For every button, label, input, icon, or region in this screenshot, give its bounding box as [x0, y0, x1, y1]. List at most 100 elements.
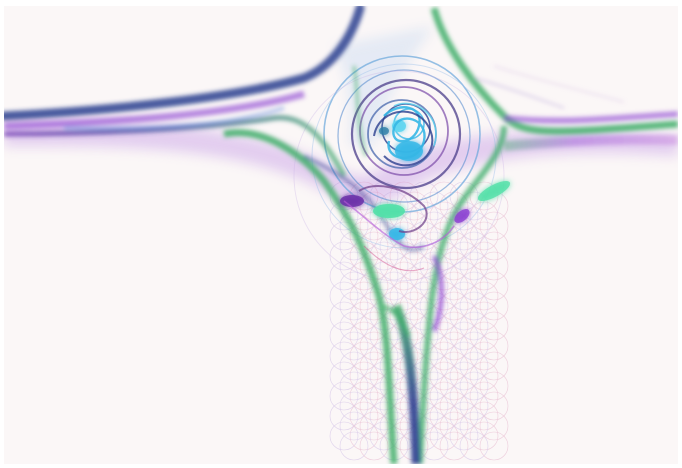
hatch-loop	[339, 431, 369, 461]
hatch-loop	[449, 261, 479, 291]
hatch-loop	[329, 341, 359, 371]
hatch-loop	[379, 271, 409, 301]
hatch-loop	[379, 251, 409, 281]
left-arm	[4, 6, 365, 178]
hatch-loop	[479, 271, 509, 301]
hatch-loop	[429, 181, 459, 211]
hatch-loop	[469, 221, 499, 251]
hatch-loop	[399, 271, 429, 301]
hatch-loop	[399, 211, 429, 241]
hatch-loop	[389, 281, 419, 311]
hatch-loop	[469, 281, 499, 311]
hatch-loop	[329, 381, 359, 411]
hatch-loop	[329, 361, 359, 391]
hatch-loop	[429, 341, 459, 371]
hatch-loop	[329, 281, 359, 311]
hatch-loop	[329, 301, 359, 331]
hatch-loop	[449, 341, 479, 371]
hatch-loop	[429, 401, 459, 431]
hatch-loop	[479, 431, 509, 461]
hatch-loop	[439, 411, 469, 441]
hatch-loop	[409, 201, 439, 231]
hatch-loop	[339, 311, 369, 341]
hatch-loop	[349, 301, 379, 331]
hatch-loop	[449, 381, 479, 411]
hatch-loop	[409, 281, 439, 311]
hatch-loop	[339, 411, 369, 441]
hatch-loop	[469, 401, 499, 431]
hatch-loop	[459, 291, 489, 321]
hatch-loop	[479, 251, 509, 281]
hatch-loop	[369, 381, 399, 411]
hatch-loop	[459, 431, 489, 461]
hatch-loop	[479, 411, 509, 441]
hatch-loop	[339, 371, 369, 401]
hatch-loop	[439, 331, 469, 361]
spiral-ring	[337, 69, 471, 203]
hatch-loop	[469, 181, 499, 211]
hatch-loop	[359, 431, 389, 461]
hatch-loop	[459, 411, 489, 441]
hatch-loop	[459, 211, 489, 241]
hatch-loop	[449, 281, 479, 311]
hatch-loop	[469, 341, 499, 371]
hatch-loop	[479, 231, 509, 261]
hatch-loop	[329, 421, 359, 451]
hatch-loop	[469, 261, 499, 291]
hatch-loop	[349, 401, 379, 431]
hatch-loop	[349, 361, 379, 391]
hatch-loop	[449, 221, 479, 251]
hatch-loop	[419, 331, 449, 361]
fractal-artwork-canvas	[4, 6, 678, 464]
hatch-loop	[329, 401, 359, 431]
hatch-loop	[419, 191, 449, 221]
hatch-loop	[469, 421, 499, 451]
hatch-loop	[479, 331, 509, 361]
hatch-loop	[329, 321, 359, 351]
hatch-loop	[339, 211, 369, 241]
hatch-loop	[469, 321, 499, 351]
spiral-ring	[293, 70, 505, 282]
hatch-loop	[479, 311, 509, 341]
hatch-loop	[369, 401, 399, 431]
hatch-loop	[439, 431, 469, 461]
hatch-loop	[369, 361, 399, 391]
hatch-loop	[349, 381, 379, 411]
hatch-loop	[349, 421, 379, 451]
hatch-loop	[469, 361, 499, 391]
hatch-loop	[349, 241, 379, 271]
hatch-loop	[469, 381, 499, 411]
hatch-loop	[469, 301, 499, 331]
hatch-loop	[399, 251, 429, 281]
fractal-flame-artwork	[4, 6, 678, 464]
hatch-loop	[419, 351, 449, 381]
center-tangle	[343, 102, 455, 272]
hatch-loop	[449, 401, 479, 431]
hatch-loop	[479, 211, 509, 241]
hatch-loop	[469, 201, 499, 231]
hatch-loop	[459, 331, 489, 361]
hatch-loop	[459, 311, 489, 341]
hatch-loop	[459, 271, 489, 301]
hatch-loop	[449, 301, 479, 331]
hatch-loop	[479, 291, 509, 321]
hatch-loop	[449, 361, 479, 391]
hatch-loop	[459, 371, 489, 401]
hatch-loop	[439, 391, 469, 421]
hatch-loop	[459, 251, 489, 281]
hatch-loop	[339, 351, 369, 381]
hatch-loop	[449, 321, 479, 351]
hatch-loop	[419, 371, 449, 401]
hatch-loop	[329, 241, 359, 271]
hatch-loop	[439, 311, 469, 341]
hatch-loop	[349, 341, 379, 371]
hatch-loop	[349, 321, 379, 351]
hatch-loop	[369, 421, 399, 451]
hatch-loop	[389, 261, 419, 291]
hatch-loop	[459, 391, 489, 421]
hatch-loop	[449, 421, 479, 451]
hatch-loop	[459, 351, 489, 381]
hatch-loop	[419, 391, 449, 421]
hatch-loop	[389, 241, 419, 271]
